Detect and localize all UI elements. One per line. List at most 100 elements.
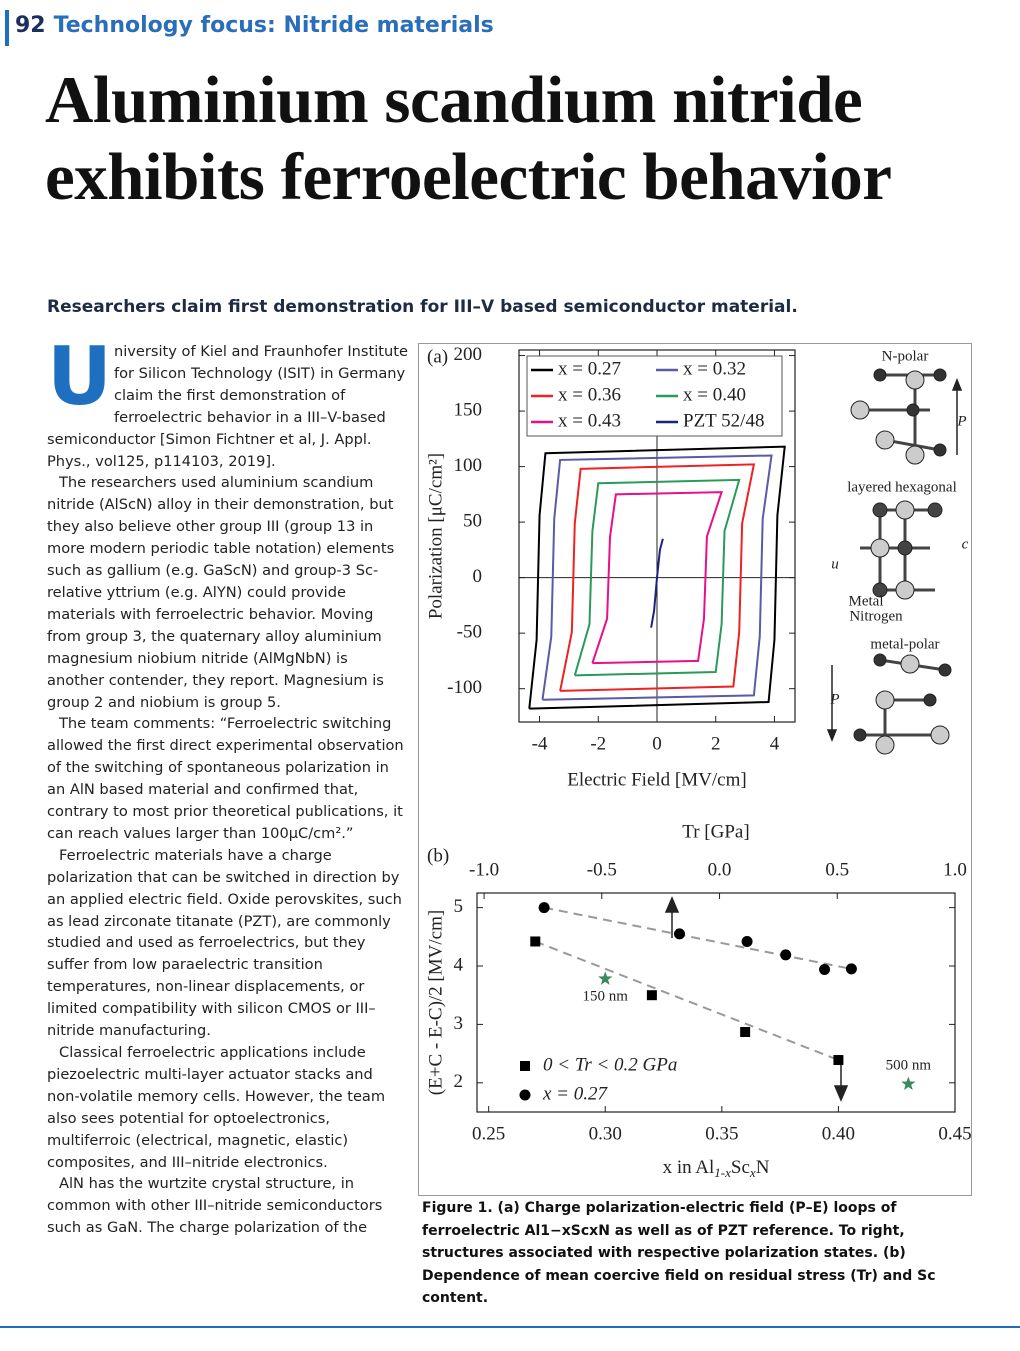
point <box>530 936 541 947</box>
figure: N-polar P layered hexagonal c u Metal Ni… <box>425 344 971 1180</box>
x-tick-label: -2 <box>590 733 606 754</box>
structure-label: Metal <box>849 593 884 609</box>
x-tick-label: 0.30 <box>589 1123 622 1144</box>
trend-line <box>543 906 852 970</box>
footer-rule <box>0 1326 1020 1328</box>
structure-label: P <box>829 691 839 707</box>
point <box>538 902 550 914</box>
point <box>901 1076 916 1091</box>
legend-label: x = 0.27 <box>558 358 621 379</box>
x-tick-label: 2 <box>711 733 721 754</box>
x-axis-label: Electric Field [MV/cm] <box>567 769 746 790</box>
x-axis-label-part: x <box>749 1165 756 1180</box>
series-line <box>528 445 786 710</box>
x-axis-label-part: Sc <box>731 1157 750 1178</box>
legend-label: x = 0.40 <box>683 384 746 405</box>
y-tick-label: 50 <box>463 510 482 531</box>
series-line <box>559 463 756 692</box>
legend-label: PZT 52/48 <box>683 410 764 431</box>
series-line <box>650 538 664 628</box>
header: 92 Technology focus: Nitride materials <box>15 13 494 38</box>
x2-axis-label: Tr [GPa] <box>682 821 749 842</box>
y-tick-label: 5 <box>454 896 464 917</box>
x2-tick-label: 0.5 <box>825 859 849 880</box>
point <box>741 935 753 947</box>
legend-label: 0 < Tr < 0.2 GPa <box>543 1054 677 1075</box>
x-axis-label: x in Al1-xScxN <box>663 1157 770 1180</box>
y-tick-label: 100 <box>454 455 483 476</box>
y-tick-label: -100 <box>447 677 482 698</box>
x-tick-label: 4 <box>770 733 780 754</box>
point <box>598 971 613 985</box>
legend-marker <box>519 1089 531 1101</box>
paragraph: The researchers used aluminium scandium … <box>47 474 395 711</box>
point <box>740 1026 751 1037</box>
y-tick-label: 200 <box>454 344 483 365</box>
legend-label: x = 0.36 <box>558 384 621 405</box>
paragraph: Ferroelectric materials have a charge po… <box>47 846 402 1040</box>
x-tick-label: 0.25 <box>472 1123 505 1144</box>
series-line <box>591 491 723 665</box>
crystal-structures <box>860 373 946 745</box>
x2-tick-label: 0.0 <box>708 859 732 880</box>
plot-frame <box>476 892 956 1113</box>
paragraph-text: niversity of Kiel and Fraunhofer Institu… <box>47 343 408 470</box>
article-subtitle: Researchers claim first demonstration fo… <box>47 297 798 317</box>
point <box>646 990 657 1001</box>
paragraph: AlN has the wurtzite crystal structure, … <box>47 1175 383 1237</box>
x-axis-label-part: 1-x <box>714 1165 731 1180</box>
figure-frame <box>418 343 972 1196</box>
structure-label: u <box>831 556 839 572</box>
x2-tick-label: -0.5 <box>587 859 617 880</box>
x-tick-label: -4 <box>532 733 548 754</box>
x-tick-label: 0.45 <box>938 1123 971 1144</box>
point-label: 500 nm <box>886 1057 932 1073</box>
point <box>819 964 831 976</box>
y-axis-label: (E+C - E-C)/2 [MV/cm] <box>425 910 446 1095</box>
x-tick-label: 0.40 <box>822 1123 855 1144</box>
point <box>845 963 857 975</box>
point <box>674 928 686 940</box>
legend-marker <box>520 1061 530 1071</box>
chart: (a) -4 -2 0 2 4 -100 -50 0 50 100 150 200 Electric Fi… <box>425 344 796 790</box>
legend-box <box>526 355 783 437</box>
drop-cap: U <box>47 330 112 423</box>
x-axis-label-part: x in Al <box>663 1157 715 1178</box>
y-tick-label: -50 <box>457 622 482 643</box>
series-line <box>541 454 773 701</box>
point <box>780 949 792 961</box>
y-tick-label: 3 <box>454 1013 464 1034</box>
x-tick-label: 0.35 <box>705 1123 738 1144</box>
paragraph: The team comments: “Ferroelectric switch… <box>47 715 404 842</box>
x2-tick-label: 1.0 <box>943 859 967 880</box>
panel-label: (b) <box>427 845 449 866</box>
y-tick-label: 0 <box>473 566 483 587</box>
x-axis-label-part: N <box>756 1157 770 1178</box>
atoms <box>850 368 952 755</box>
legend-label: x = 0.32 <box>683 358 746 379</box>
panel-label: (a) <box>427 346 448 367</box>
section-title: Technology focus: Nitride materials <box>53 13 494 38</box>
point <box>833 1055 844 1066</box>
x2-tick-label: -1.0 <box>469 859 499 880</box>
structure-label: layered hexagonal <box>847 479 957 495</box>
structure-label: metal-polar <box>870 636 939 652</box>
series-line <box>573 478 741 677</box>
point-label: 150 nm <box>583 988 629 1004</box>
paragraph: Classical ferroelectric applications inc… <box>47 1044 386 1171</box>
legend-label: x = 0.43 <box>558 410 621 431</box>
y-tick-label: 150 <box>454 399 483 420</box>
structure-label: Nitrogen <box>849 608 903 624</box>
structure-label: c <box>962 536 969 552</box>
x-tick-label: 0 <box>652 733 662 754</box>
header-bar <box>5 10 9 46</box>
chart: (b) 0.25 0.30 0.35 0.40 0.45 -1.0 -0.5 0.0 0.5 1.0… <box>425 821 971 1180</box>
trend-line <box>534 940 839 1061</box>
y-tick-label: 4 <box>454 954 464 975</box>
y-tick-label: 2 <box>454 1071 464 1092</box>
legend-label: x = 0.27 <box>542 1083 609 1104</box>
structure-label: P <box>956 413 966 429</box>
